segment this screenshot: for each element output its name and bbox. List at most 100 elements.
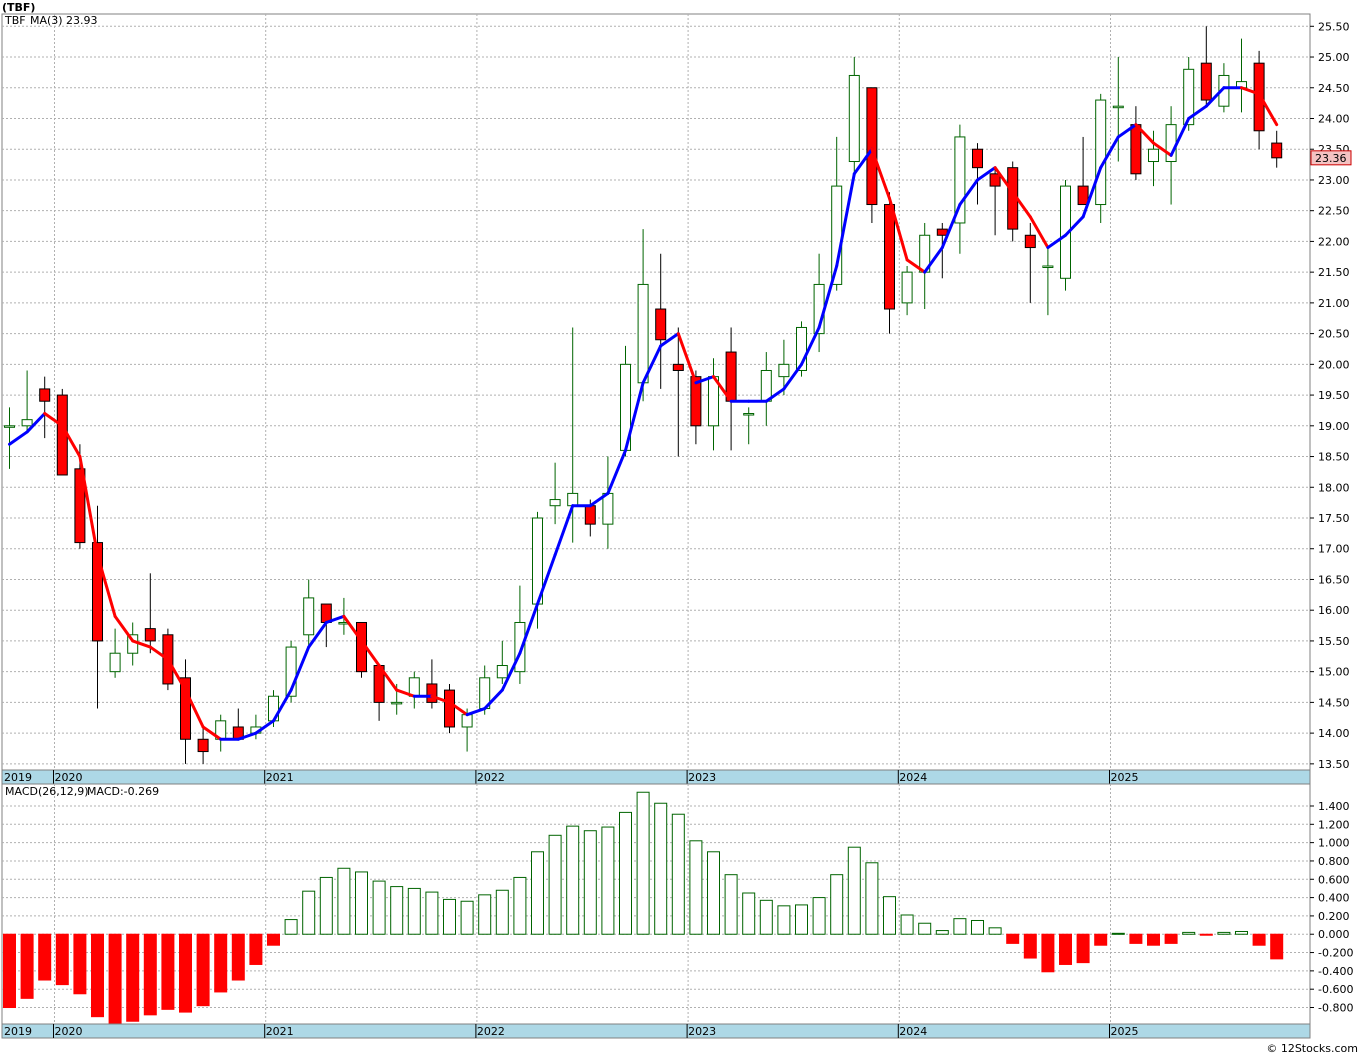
candle [426,659,438,709]
ma3-segment [377,664,399,692]
macd-bar-positive [284,919,298,935]
candle [901,266,913,316]
macd-bar-positive [548,834,562,935]
ma3-segment [8,430,29,446]
ma-label: MA(3) [30,14,63,27]
macd-y-tick-label: 0.000 [1318,928,1350,941]
candle-body-down [884,204,895,310]
candle [285,640,297,703]
candle-body-up [602,492,614,525]
candle [1077,136,1089,206]
candle-body-up [514,621,526,673]
ma3-segment [817,264,839,329]
price-x-label: 2021 [266,771,294,784]
ma3-segment [1187,104,1208,120]
candle-body-up [21,419,33,427]
ma3-segment [940,203,962,250]
ma3-segment [1011,190,1032,219]
ma3-segment [1064,215,1085,237]
candle-body-up [637,283,649,384]
candle [92,505,103,709]
ma-value: 23.93 [66,14,98,27]
price-x-axis-labels: 2019 2020 2021 2022 2023 2024 2025 [4,770,1139,784]
price-y-tick-label: 17.00 [1318,543,1350,556]
macd-bar-positive [531,851,544,935]
candle-body-up [496,665,508,679]
macd-bar-positive [495,889,509,935]
candle-body-up [954,136,966,224]
macd-bar-negative [126,933,140,1022]
macd-bar-negative [196,933,210,1007]
macd-bar-negative [1023,933,1037,959]
candle-body-down [74,468,86,544]
ma3-segment [1152,141,1173,157]
macd-bar-negative [1270,933,1284,960]
macd-bar-negative [73,933,87,995]
macd-x-axis-band [1,1023,1311,1039]
ma3-segment [958,178,979,207]
candle-body-up [391,701,403,705]
price-x-label: 2024 [899,771,927,784]
macd-bar-negative [161,933,175,1010]
price-y-tick-label: 16.00 [1318,604,1350,617]
price-y-tick-label: 22.00 [1318,235,1350,248]
candle [778,339,790,396]
macd-bar-negative [1094,933,1108,946]
candle-body-up [1112,105,1124,109]
price-y-tick-label: 13.50 [1318,758,1350,771]
candle [1148,130,1159,187]
ma3-segment [1046,233,1067,250]
ma3-segment [236,731,258,741]
macd-x-label: 2025 [1111,1025,1139,1038]
price-y-tick-label: 24.00 [1318,112,1350,125]
macd-bar-positive [1217,931,1231,935]
candle-body-up [848,74,860,163]
ma3-segment [342,614,363,643]
macd-y-tick-label: 1.000 [1318,837,1350,850]
macd-y-tick-label: -0.600 [1318,983,1353,996]
candle-body-up [901,271,913,304]
candle-body-up [743,413,755,416]
price-y-tick-label: 25.50 [1318,20,1350,33]
ma3-segment [184,688,205,729]
candle-body-up [285,646,297,697]
ma3-segment [888,196,909,262]
candle-body-down [989,173,1001,187]
candle [672,327,684,457]
macd-bar-positive [900,914,914,935]
candle [109,628,121,678]
candle [972,143,983,205]
ma3-segment [289,645,311,692]
candle-body-up [303,597,315,636]
price-x-label: 2023 [688,771,716,784]
macd-bar-positive [390,886,404,935]
macd-bar-negative [1059,933,1072,965]
price-y-tick-label: 16.50 [1318,573,1350,586]
ma3-segment [1257,92,1279,127]
candle [884,192,895,334]
macd-bar-positive [971,919,984,935]
macd-bar-negative [214,933,228,993]
macd-bar-positive [319,876,333,935]
candle-body-down [672,363,684,371]
candle-body-down [197,738,209,753]
ma3-segment [905,258,927,274]
candle [514,585,526,684]
candle [1253,50,1265,150]
last-price-value: 23.36 [1315,152,1347,165]
macd-x-label: 2023 [688,1025,716,1038]
candle-body-down [584,505,596,525]
ma3-segment [1169,116,1191,157]
macd-bar-positive [478,894,492,935]
macd-bar-positive [724,874,738,935]
price-y-tick-label: 19.00 [1318,420,1350,433]
ma3-segment [360,639,381,668]
ma3-segment [518,602,539,655]
macd-bar-positive [619,811,632,935]
macd-y-tick-label: 0.400 [1318,892,1350,905]
price-y-tick-label: 15.50 [1318,635,1350,648]
ma3-segment [131,639,152,649]
macd-bar-negative [1129,933,1143,944]
ma3-segment [166,657,187,692]
